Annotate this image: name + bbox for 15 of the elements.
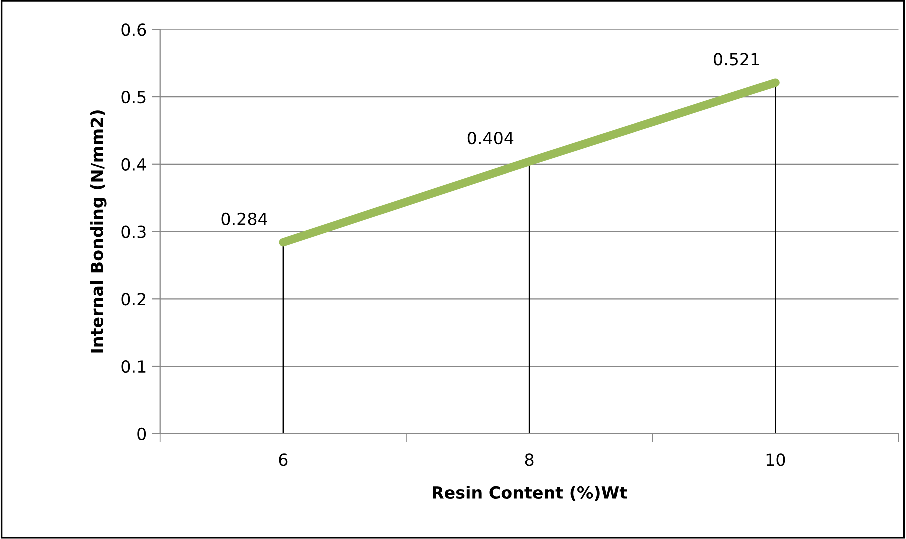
data-label: 0.404 — [468, 132, 514, 145]
y-tick-label: 0.1 — [122, 360, 146, 374]
y-tick-label: 0.3 — [122, 226, 146, 238]
x-tick-label: 6 — [279, 454, 288, 466]
y-tick-label: 0.5 — [122, 90, 146, 104]
y-axis-title: Internal Bonding (N/mm2) — [90, 110, 107, 353]
y-tick-label: 0.6 — [122, 24, 146, 36]
y-tick-label: 0.4 — [122, 158, 146, 171]
x-axis-title: Resin Content (%)Wt — [433, 486, 628, 501]
y-tick-label: 0 — [138, 428, 146, 440]
x-tick-label: 8 — [525, 454, 534, 466]
data-label: 0.521 — [714, 53, 760, 66]
data-label: 0.284 — [222, 212, 268, 226]
y-tick-label: 0.2 — [122, 293, 146, 306]
x-tick-label: 10 — [766, 454, 786, 466]
